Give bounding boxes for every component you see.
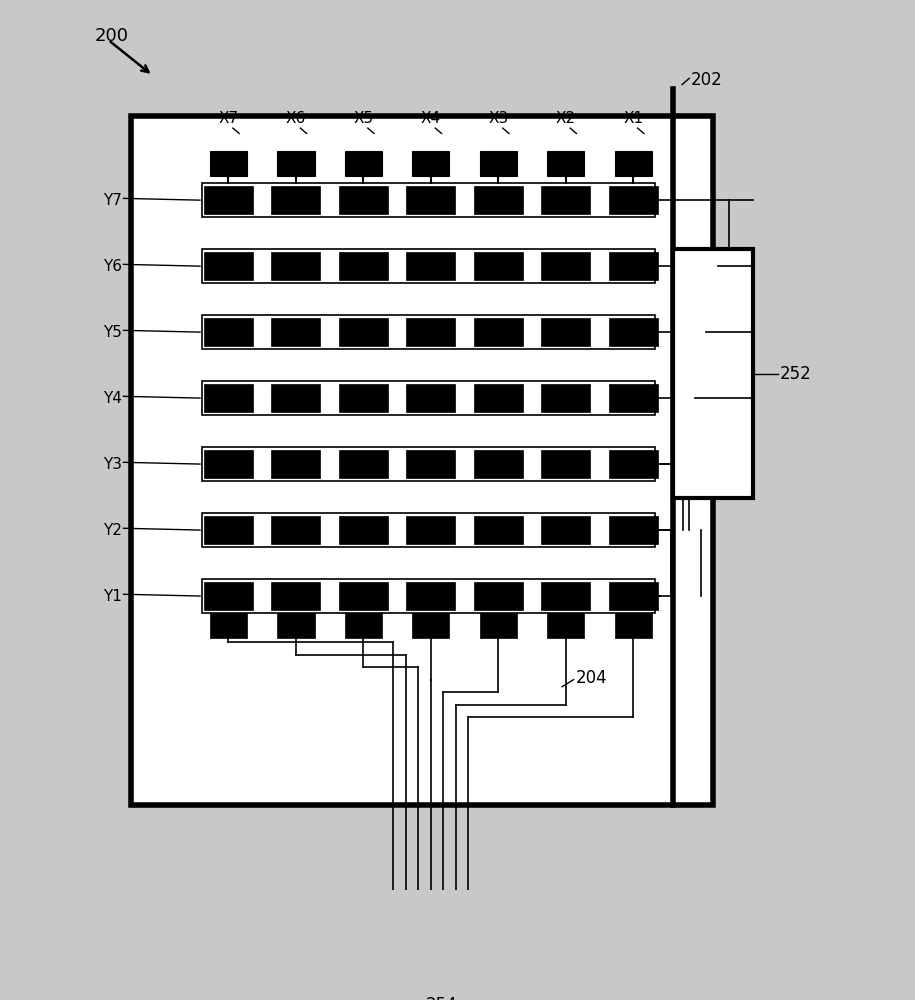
Bar — [345, 151, 382, 176]
Bar — [339, 450, 388, 478]
Bar — [474, 450, 522, 478]
Bar — [406, 450, 456, 478]
Text: 204: 204 — [576, 669, 607, 687]
Bar — [272, 384, 320, 412]
Bar — [412, 151, 449, 176]
Bar — [204, 318, 253, 346]
Text: 254: 254 — [426, 996, 458, 1000]
Bar — [272, 516, 320, 544]
Bar — [201, 579, 655, 613]
Bar — [547, 613, 585, 638]
Text: X6: X6 — [285, 111, 306, 126]
Text: X7: X7 — [219, 111, 239, 126]
Text: X2: X2 — [555, 111, 576, 126]
Bar — [339, 384, 388, 412]
Text: 252: 252 — [780, 365, 812, 383]
Bar — [412, 613, 449, 638]
Bar — [204, 450, 253, 478]
Bar — [272, 318, 320, 346]
Bar — [201, 183, 655, 217]
Bar — [201, 381, 655, 415]
Bar — [615, 613, 651, 638]
Bar — [272, 186, 320, 214]
Bar — [345, 613, 382, 638]
Text: X1: X1 — [623, 111, 643, 126]
Bar — [272, 252, 320, 280]
Bar — [204, 252, 253, 280]
Bar — [474, 516, 522, 544]
Bar — [339, 318, 388, 346]
Text: X3: X3 — [488, 111, 509, 126]
Text: 200: 200 — [95, 27, 129, 45]
Bar — [608, 186, 658, 214]
Bar — [406, 252, 456, 280]
Text: Y6: Y6 — [102, 259, 122, 274]
Bar — [608, 252, 658, 280]
Bar — [608, 582, 658, 610]
Bar — [542, 252, 590, 280]
Bar — [474, 252, 522, 280]
Bar — [272, 582, 320, 610]
Text: 202: 202 — [691, 71, 723, 89]
Bar — [474, 582, 522, 610]
Bar — [479, 613, 517, 638]
Text: Y2: Y2 — [102, 523, 122, 538]
Bar — [201, 315, 655, 349]
Text: X4: X4 — [421, 111, 441, 126]
Bar — [615, 151, 651, 176]
Bar — [673, 249, 753, 498]
Bar — [272, 450, 320, 478]
Bar — [210, 151, 247, 176]
Bar — [608, 450, 658, 478]
Bar — [474, 384, 522, 412]
Bar — [204, 516, 253, 544]
Bar — [406, 186, 456, 214]
Text: Y4: Y4 — [102, 391, 122, 406]
Bar — [131, 116, 714, 805]
Bar — [204, 582, 253, 610]
Bar — [339, 186, 388, 214]
Bar — [201, 447, 655, 481]
Bar — [542, 384, 590, 412]
Bar — [608, 384, 658, 412]
Bar — [474, 318, 522, 346]
Bar — [277, 151, 315, 176]
Text: X5: X5 — [353, 111, 373, 126]
Bar — [201, 513, 655, 547]
Bar — [327, 912, 557, 970]
Bar — [339, 252, 388, 280]
Bar — [542, 318, 590, 346]
Bar — [210, 613, 247, 638]
Bar — [339, 582, 388, 610]
Bar — [474, 186, 522, 214]
Bar — [204, 384, 253, 412]
Bar — [201, 249, 655, 283]
Text: Y3: Y3 — [102, 457, 122, 472]
Bar — [547, 151, 585, 176]
Bar — [339, 516, 388, 544]
Bar — [542, 516, 590, 544]
Text: Y1: Y1 — [102, 589, 122, 604]
Bar — [204, 186, 253, 214]
Bar — [406, 318, 456, 346]
Bar — [406, 384, 456, 412]
Bar — [542, 450, 590, 478]
Text: Y7: Y7 — [102, 193, 122, 208]
Bar — [406, 516, 456, 544]
Bar — [542, 186, 590, 214]
Bar — [542, 582, 590, 610]
Text: Y5: Y5 — [102, 325, 122, 340]
Bar — [479, 151, 517, 176]
Bar — [608, 318, 658, 346]
Bar — [277, 613, 315, 638]
Bar — [406, 582, 456, 610]
Bar — [608, 516, 658, 544]
